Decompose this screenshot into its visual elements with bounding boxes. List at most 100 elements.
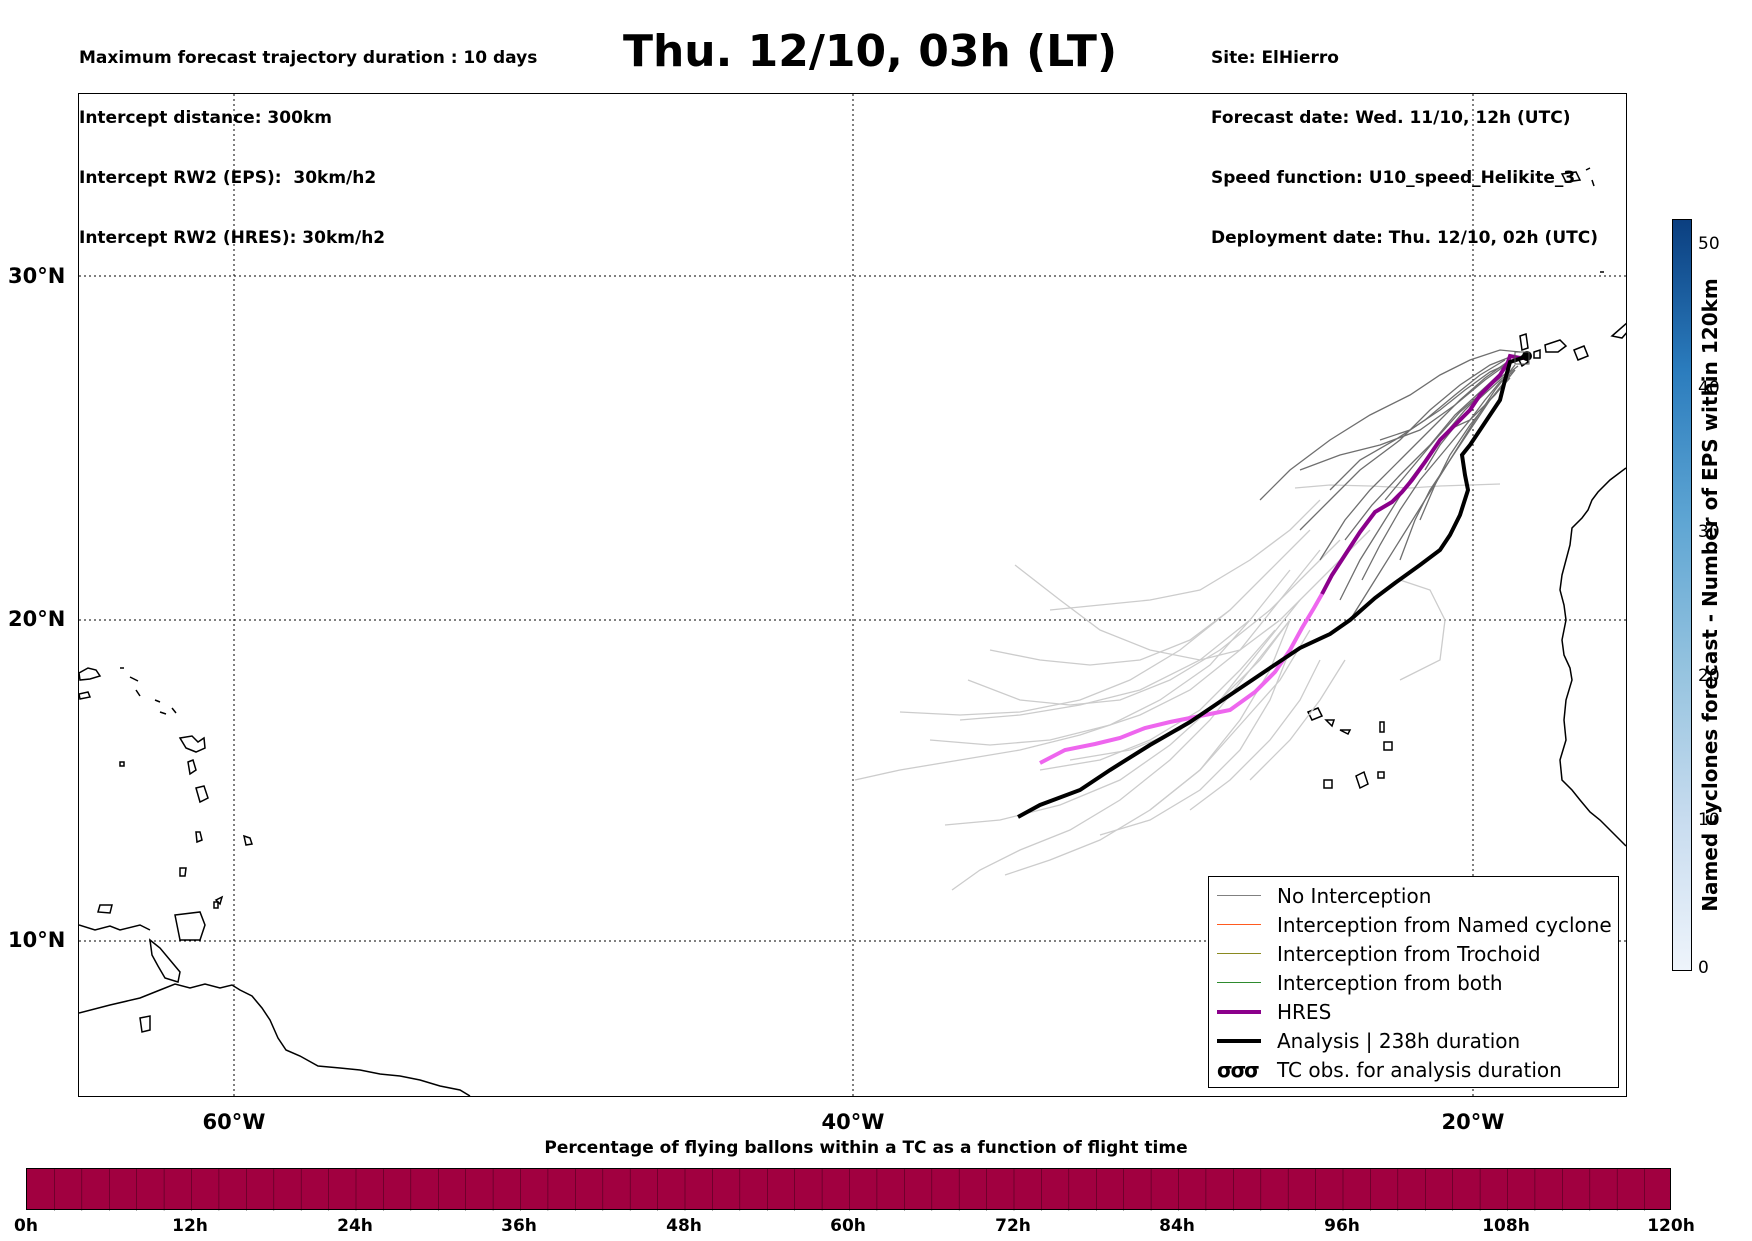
coast-barbados bbox=[242, 834, 253, 846]
coast-pr-east bbox=[79, 691, 92, 700]
eps-trajectory bbox=[1294, 483, 1501, 489]
coast-cape-verde-fogo bbox=[1323, 779, 1333, 789]
colorbar-tick: 40 bbox=[1698, 378, 1720, 398]
flight-time-tick: 0h bbox=[14, 1216, 38, 1236]
coast-gran-canaria bbox=[1573, 345, 1589, 361]
eps-trajectory bbox=[1259, 349, 1521, 501]
lon-label-20w: 20°W bbox=[1441, 1110, 1505, 1134]
coast-madeira bbox=[1560, 171, 1582, 183]
map-frame bbox=[78, 93, 1627, 1097]
lon-label-40w: 40°W bbox=[821, 1110, 885, 1134]
colorbar-tick: 10 bbox=[1698, 810, 1720, 830]
hres-trajectory-late bbox=[1039, 593, 1324, 765]
legend-line-both bbox=[1217, 982, 1261, 983]
legend-item-hres: HRES bbox=[1217, 997, 1618, 1026]
launch-site-box bbox=[1514, 351, 1530, 365]
coast-trinidad bbox=[174, 911, 206, 941]
header-info-left: Maximum forecast trajectory duration : 1… bbox=[79, 8, 537, 268]
info-left-line: Intercept RW2 (EPS): 30km/h2 bbox=[79, 168, 377, 188]
coastlines bbox=[79, 167, 1666, 1096]
coast-south-america bbox=[79, 983, 471, 1096]
map-legend: No Interception Interception from Named … bbox=[1208, 876, 1619, 1088]
colorbar-tick: 30 bbox=[1698, 522, 1720, 542]
colorbar-minor-ticks bbox=[54, 1169, 1645, 1211]
coast-guadeloupe bbox=[178, 735, 206, 753]
eps-trajectory bbox=[854, 549, 1321, 781]
coast-dominica bbox=[187, 758, 197, 776]
coast-la-palma bbox=[1519, 333, 1529, 351]
lat-label-20n: 20°N bbox=[8, 607, 66, 631]
legend-item-analysis: Analysis | 238h duration bbox=[1217, 1026, 1618, 1055]
coast-puerto-rico bbox=[79, 667, 102, 681]
coast-cape-verde-sao-nicolau bbox=[1339, 729, 1352, 736]
colorbar-tick: 50 bbox=[1698, 234, 1720, 254]
coast-la-gomera bbox=[1533, 348, 1541, 359]
legend-item-both: Interception from both bbox=[1217, 968, 1618, 997]
eps-trajectory bbox=[959, 619, 1251, 721]
coast-lanzarote bbox=[1652, 308, 1666, 320]
flight-time-tick: 96h bbox=[1324, 1216, 1360, 1236]
eps-trajectory bbox=[1319, 359, 1511, 561]
page-title: Thu. 12/10, 03h (LT) bbox=[622, 26, 1118, 77]
flight-time-tick: 84h bbox=[1159, 1216, 1195, 1236]
eps-trajectory bbox=[989, 609, 1231, 666]
eps-trajectory bbox=[1189, 659, 1321, 811]
lon-label-60w: 60°W bbox=[202, 1110, 266, 1134]
coast-grenada bbox=[213, 901, 219, 909]
eps-trajectory bbox=[1039, 629, 1276, 771]
bottom-colorbar-title: Percentage of flying ballons within a TC… bbox=[544, 1138, 1188, 1158]
coast-porto-santo bbox=[1585, 167, 1595, 187]
legend-line-no-interception bbox=[1217, 895, 1261, 896]
eps-trajectory bbox=[929, 569, 1291, 746]
flight-time-tick: 60h bbox=[830, 1216, 866, 1236]
info-left-line: Maximum forecast trajectory duration : 1… bbox=[79, 48, 538, 68]
coast-st-vincent bbox=[179, 867, 187, 877]
eps-trajectory bbox=[967, 539, 1341, 706]
coast-cape-verde-sal bbox=[1379, 721, 1385, 733]
eps-trajectory bbox=[1299, 361, 1511, 471]
eps-trajectory bbox=[944, 599, 1301, 826]
coast-cape-verde-boavista bbox=[1383, 741, 1393, 751]
colorbar-flight-time-ticks bbox=[54, 1169, 1645, 1211]
legend-item-trochoid: Interception from Trochoid bbox=[1217, 939, 1618, 968]
legend-line-named-cyclone bbox=[1217, 924, 1261, 925]
colorbar-tick: 20 bbox=[1698, 666, 1720, 686]
colorbar-eps-label: Named cyclones forecast - Number of EPS … bbox=[1698, 278, 1722, 912]
coast-cape-verde-maio bbox=[1377, 771, 1385, 779]
flight-time-tick: 108h bbox=[1482, 1216, 1530, 1236]
eps-trajectories-far bbox=[854, 483, 1501, 891]
info-right-line: Speed function: U10_speed_Helikite_3 bbox=[1211, 168, 1576, 188]
coast-virgin-islands bbox=[120, 667, 141, 697]
info-right-line: Site: ElHierro bbox=[1211, 48, 1339, 68]
coast-tenerife bbox=[1544, 339, 1568, 353]
eps-trajectory bbox=[1099, 649, 1291, 836]
colorbar-eps-count bbox=[1672, 219, 1692, 971]
legend-item-named-cyclone: Interception from Named cyclone bbox=[1217, 910, 1618, 939]
coast-paria bbox=[149, 938, 181, 983]
legend-label: Interception from Trochoid bbox=[1277, 941, 1541, 966]
coast-africa bbox=[1559, 467, 1626, 847]
eps-trajectory bbox=[1299, 354, 1516, 531]
coast-island-small bbox=[97, 904, 113, 914]
tc-symbol-icon: σσσ bbox=[1217, 1057, 1260, 1082]
legend-label: Interception from both bbox=[1277, 970, 1503, 995]
info-left-line: Intercept RW2 (HRES): 30km/h2 bbox=[79, 228, 386, 248]
eps-trajectory bbox=[1249, 659, 1346, 781]
flight-time-tick: 72h bbox=[995, 1216, 1031, 1236]
coast-fuerteventura bbox=[1610, 322, 1626, 339]
coast-venezuela-west bbox=[79, 924, 151, 931]
coast-cape-verde-santo-antao bbox=[1306, 707, 1324, 721]
info-right-line: Forecast date: Wed. 11/10, 12h (UTC) bbox=[1211, 108, 1571, 128]
legend-item-no-interception: No Interception bbox=[1217, 881, 1618, 910]
header-info-right: Site: ElHierro Forecast date: Wed. 11/10… bbox=[1211, 8, 1598, 268]
coast-st-lucia bbox=[195, 831, 203, 844]
coast-small-1 bbox=[119, 761, 125, 767]
flight-time-tick: 24h bbox=[337, 1216, 373, 1236]
coast-margarita bbox=[139, 1015, 151, 1033]
eps-trajectory bbox=[1149, 619, 1291, 811]
eps-trajectory bbox=[1419, 377, 1511, 521]
coast-cape-verde-sao-vicente bbox=[1324, 719, 1336, 728]
legend-item-tc-obs: σσσ TC obs. for analysis duration bbox=[1217, 1055, 1618, 1084]
flight-time-tick: 36h bbox=[501, 1216, 537, 1236]
